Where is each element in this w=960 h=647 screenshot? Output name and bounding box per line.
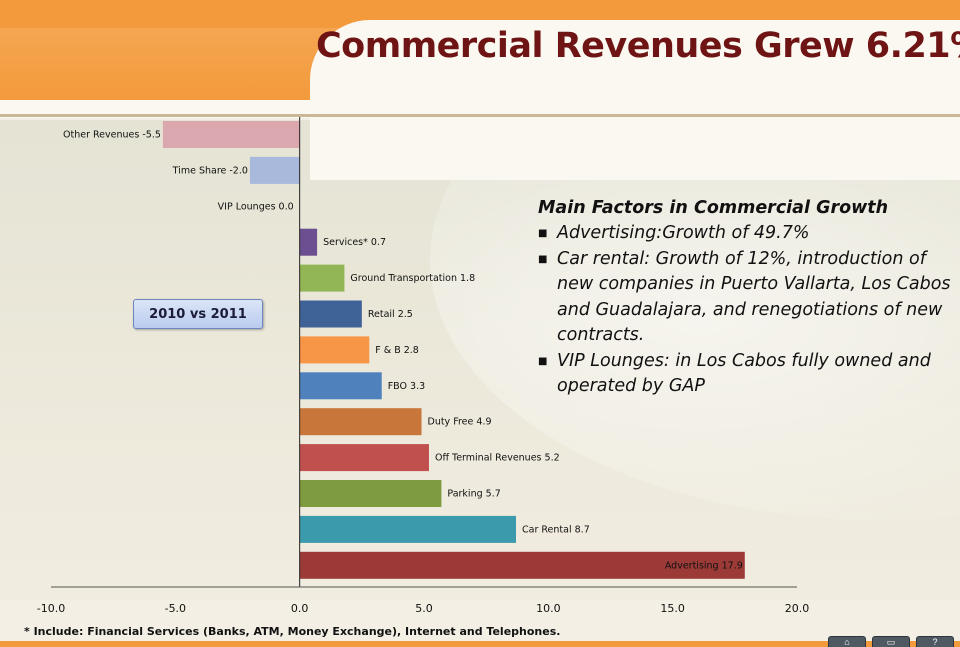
factors-heading: Main Factors in Commercial Growth xyxy=(538,198,889,218)
screen-icon[interactable]: ▭ xyxy=(872,636,910,647)
page-title: Commercial Revenues Grew 6.21% xyxy=(316,26,960,66)
bar-f-b xyxy=(299,336,370,364)
title-backdrop xyxy=(310,20,960,180)
chart-axes xyxy=(51,117,797,588)
factor-item: ■ Advertising:Growth of 49.7% xyxy=(538,221,956,247)
x-tick-label: 0.0 xyxy=(291,602,309,615)
x-tick-label: 5.0 xyxy=(415,602,433,615)
bar-data-label: Time Share -2.0 xyxy=(172,165,248,176)
factor-text: VIP Lounges: in Los Cabos fully owned an… xyxy=(557,350,931,397)
main-factors-panel: Main Factors in Commercial Growth ■ Adver… xyxy=(538,198,956,400)
factors-list: ■ Advertising:Growth of 49.7% ■ Car rental… xyxy=(538,221,956,400)
bar-data-label: FBO 3.3 xyxy=(388,381,425,392)
bar-advertising xyxy=(299,551,745,579)
bar-retail xyxy=(299,300,362,328)
bar-data-label: Parking 5.7 xyxy=(447,489,500,500)
bar-label-group: Other Revenues -5.5 Time Share -2.0 VIP Lo… xyxy=(63,130,743,572)
factor-item: ■ VIP Lounges: in Los Cabos fully owned a… xyxy=(538,349,956,400)
bar-car-rental xyxy=(299,515,517,543)
bar-data-label: Ground Transportation 1.8 xyxy=(350,273,475,284)
footer-band xyxy=(0,641,960,647)
x-tick-label: 10.0 xyxy=(536,602,561,615)
bullet-icon: ■ xyxy=(538,228,548,239)
bar-off-terminal-revenues xyxy=(299,444,429,472)
x-tick-label: 15.0 xyxy=(660,602,685,615)
help-icon[interactable]: ? xyxy=(916,636,954,647)
footnote: * Include: Financial Services (Banks, AT… xyxy=(24,625,561,638)
bar-time-share xyxy=(249,156,300,184)
factor-text: Car rental: Growth of 12%, introduction … xyxy=(557,248,951,346)
bar-data-label: Other Revenues -5.5 xyxy=(63,130,161,141)
header-rule xyxy=(0,114,960,117)
bar-ground-transportation xyxy=(299,264,345,292)
tick-label-group: -10.0 -5.0 0.0 5.0 10.0 15.0 20.0 xyxy=(37,602,809,615)
x-tick-label: -5.0 xyxy=(165,602,186,615)
bar-data-label: VIP Lounges 0.0 xyxy=(218,201,294,212)
bullet-icon: ■ xyxy=(538,253,548,265)
bar-data-label: Advertising 17.9 xyxy=(665,560,743,571)
legend-box: 2010 vs 2011 xyxy=(133,299,263,329)
bullet-icon: ■ xyxy=(538,355,548,367)
bar-data-label: Car Rental 8.7 xyxy=(522,524,590,535)
bar-parking xyxy=(299,480,442,507)
bar-fbo xyxy=(299,372,382,400)
factor-item: ■ Car rental: Growth of 12%, introduction… xyxy=(538,247,956,349)
bar-data-label: Retail 2.5 xyxy=(368,309,413,320)
bar-services xyxy=(299,228,318,256)
bar-data-label: Duty Free 4.9 xyxy=(428,417,492,428)
bar-other-revenues xyxy=(162,121,300,148)
bar-data-label: Services* 0.7 xyxy=(323,237,386,248)
home-icon[interactable]: ⌂ xyxy=(828,636,866,647)
bar-duty-free xyxy=(299,408,422,436)
bar-data-label: Off Terminal Revenues 5.2 xyxy=(435,453,560,464)
bar-data-label: F & B 2.8 xyxy=(375,345,419,356)
x-tick-label: 20.0 xyxy=(785,602,810,615)
bar-group xyxy=(162,121,745,579)
x-tick-label: -10.0 xyxy=(37,602,65,615)
factor-text: Advertising:Growth of 49.7% xyxy=(557,223,810,243)
